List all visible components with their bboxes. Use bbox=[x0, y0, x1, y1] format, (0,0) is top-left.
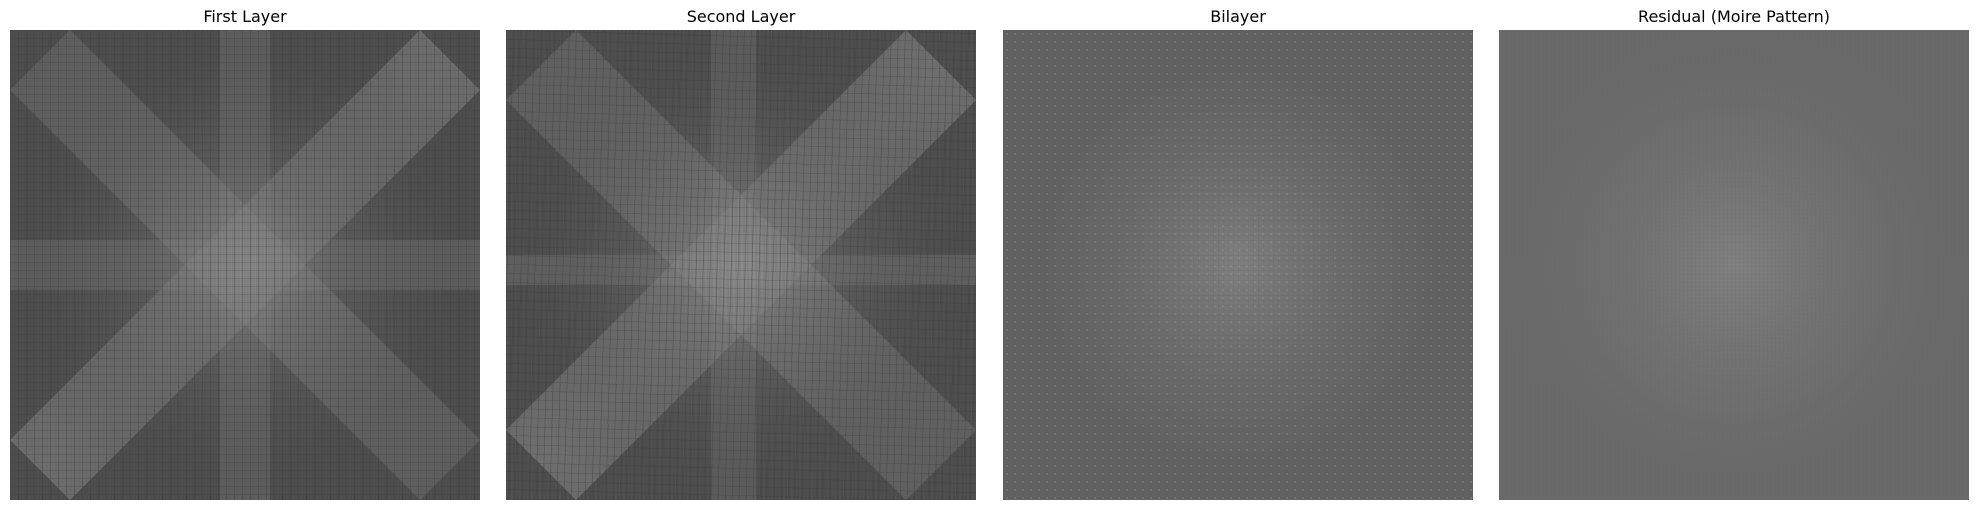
panel-title: Residual (Moire Pattern) bbox=[1638, 7, 1830, 26]
panel-second-layer: Second Layer bbox=[506, 0, 976, 510]
residual-moire-image bbox=[1499, 30, 1969, 500]
first-layer-image bbox=[10, 30, 480, 500]
panel-bilayer: Bilayer bbox=[1003, 0, 1473, 510]
second-layer-image bbox=[506, 30, 976, 500]
panel-title: First Layer bbox=[203, 7, 287, 26]
panel-title: Second Layer bbox=[686, 7, 796, 26]
panel-residual: Residual (Moire Pattern) bbox=[1499, 0, 1969, 510]
panel-first-layer: First Layer bbox=[10, 0, 480, 510]
panel-title: Bilayer bbox=[1210, 7, 1266, 26]
bilayer-image bbox=[1003, 30, 1473, 500]
